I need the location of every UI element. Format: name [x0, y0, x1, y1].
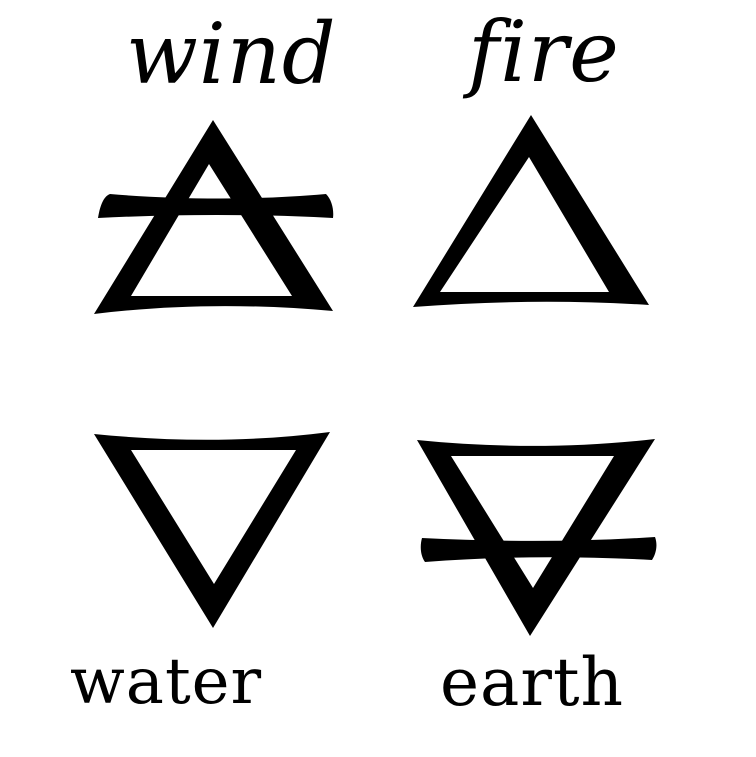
label-water: water: [70, 645, 263, 719]
earth-symbol-icon: [417, 439, 657, 636]
fire-symbol-icon: [413, 115, 649, 307]
water-symbol-icon: [94, 432, 330, 628]
label-fire: fire: [468, 3, 620, 101]
air-symbol-icon: [94, 120, 334, 314]
label-earth: earth: [440, 644, 624, 721]
label-wind: wind: [126, 5, 337, 103]
